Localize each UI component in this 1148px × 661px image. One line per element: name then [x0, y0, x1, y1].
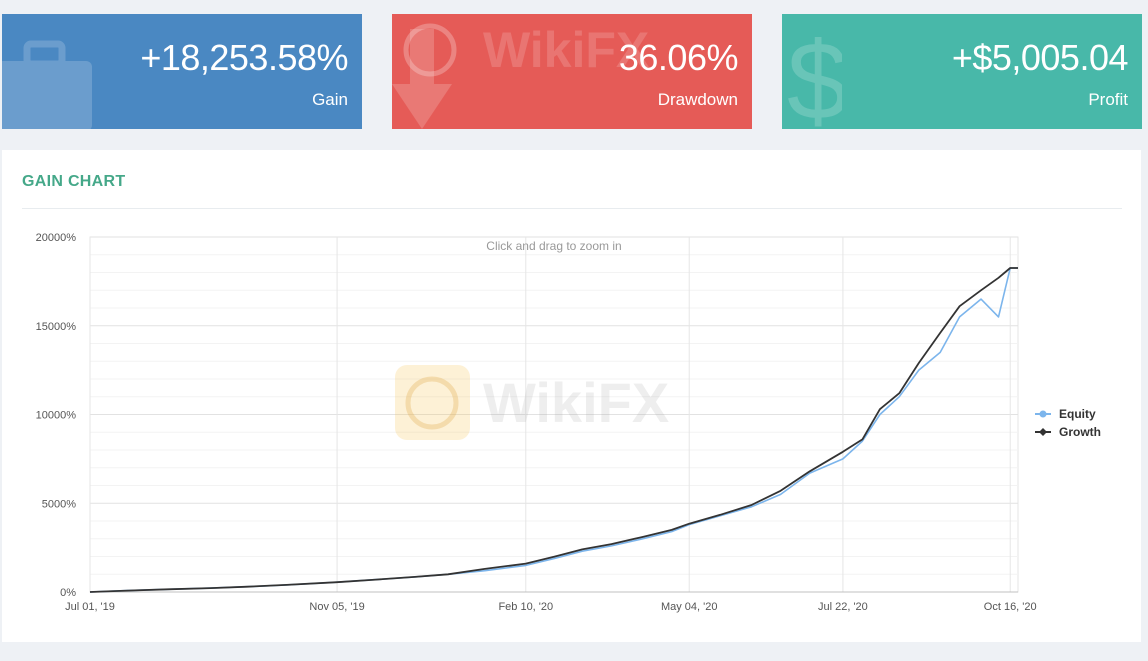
gain-stat-card: +18,253.58% Gain: [2, 14, 362, 129]
x-tick-label: Nov 05, '19: [309, 601, 364, 613]
gain-value: +18,253.58%: [140, 37, 348, 78]
legend-item-label: Equity: [1059, 407, 1096, 421]
y-tick-label: 5000%: [42, 498, 76, 510]
dollar-icon: $: [787, 20, 842, 129]
y-tick-label: 15000%: [36, 321, 77, 333]
y-tick-label: 10000%: [36, 410, 77, 422]
y-tick-label: 20000%: [36, 232, 77, 244]
panel-title: GAIN CHART: [22, 173, 126, 190]
gain-chart-panel: GAIN CHART 0% 5000% 10000% 15000% 20000% Jul …: [2, 150, 1141, 642]
legend-item-label: Growth: [1059, 425, 1101, 439]
x-tick-label: Jul 01, '19: [65, 601, 115, 613]
chart-axes: 0% 5000% 10000% 15000% 20000% Jul 01, '19 Nov …: [36, 232, 1037, 613]
zoom-hint: Click and drag to zoom in: [486, 239, 621, 253]
panel-divider: [22, 208, 1122, 209]
chart-legend[interactable]: Equity Growth: [1035, 407, 1101, 439]
profit-label: Profit: [1088, 90, 1128, 109]
svg-text:$: $: [787, 20, 842, 129]
series-line-growth: [89, 267, 1018, 593]
chart-series: [89, 267, 1018, 593]
drawdown-value: 36.06%: [618, 37, 739, 78]
gain-chart[interactable]: 0% 5000% 10000% 15000% 20000% Jul 01, '19 Nov …: [2, 150, 1141, 642]
legend-marker: [1039, 428, 1047, 436]
profit-value: +$5,005.04: [951, 37, 1129, 78]
profit-stat-card: $ +$5,005.04 Profit: [782, 14, 1142, 129]
drawdown-label: Drawdown: [657, 90, 738, 109]
x-tick-label: Feb 10, '20: [498, 601, 553, 613]
briefcase-icon: [2, 40, 92, 129]
legend-marker: [1039, 410, 1047, 418]
x-tick-label: Jul 22, '20: [818, 601, 868, 613]
x-tick-label: May 04, '20: [661, 601, 718, 613]
x-tick-label: Oct 16, '20: [984, 601, 1037, 613]
series-line-equity: [89, 267, 1018, 593]
gain-label: Gain: [312, 90, 348, 109]
chart-grid: [89, 236, 1019, 593]
drawdown-stat-card: 36.06% Drawdown: [392, 14, 752, 129]
arrow-down-icon: [392, 29, 452, 129]
y-tick-label: 0%: [60, 587, 76, 599]
